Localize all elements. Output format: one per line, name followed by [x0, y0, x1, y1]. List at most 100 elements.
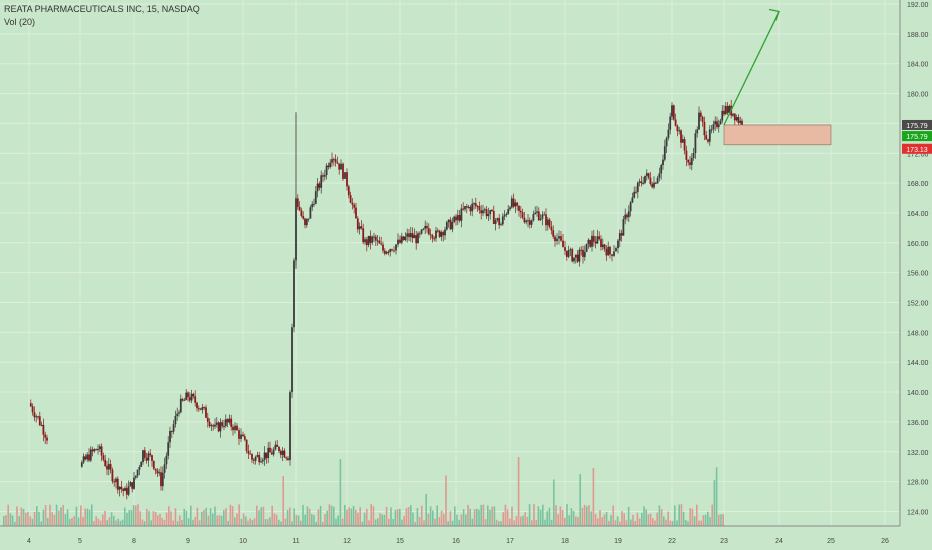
candle-body	[29, 403, 32, 407]
volume-bar	[467, 504, 469, 526]
candle-body	[519, 210, 522, 213]
volume-bar	[198, 520, 201, 526]
volume-bar	[432, 510, 434, 526]
volume-bar	[638, 518, 641, 526]
candle-body	[154, 468, 157, 471]
candle-body	[33, 412, 36, 418]
y-tick-label: 192.00	[907, 2, 929, 9]
volume-bar	[698, 520, 700, 526]
y-tick-label: 140.00	[907, 390, 929, 397]
x-tick-label: 16	[452, 538, 460, 545]
volume-bar	[658, 505, 661, 526]
volume-bar	[656, 512, 658, 526]
candle-body	[88, 454, 90, 461]
volume-bar	[531, 520, 533, 526]
candle-body	[355, 207, 357, 219]
volume-bar	[62, 504, 64, 526]
volume-bar	[418, 517, 421, 526]
candle-body	[532, 214, 535, 221]
candle-body	[724, 106, 727, 115]
volume-bar	[148, 511, 150, 526]
candle-body	[737, 117, 740, 123]
candle-body	[334, 159, 337, 163]
volume-bar	[14, 521, 16, 526]
volume-bar	[317, 509, 320, 526]
x-tick-label: 9	[186, 538, 190, 545]
x-tick-label: 17	[506, 538, 514, 545]
candle-body	[258, 455, 261, 463]
candle-body	[654, 182, 657, 184]
volume-bar	[311, 514, 313, 526]
volume-bar	[212, 513, 214, 526]
candle-body	[93, 449, 96, 452]
candle-body	[449, 219, 452, 230]
volume-bar	[319, 505, 322, 526]
volume-bar	[130, 510, 133, 526]
candle-body	[554, 236, 556, 242]
candle-body	[272, 449, 275, 455]
volume-bar	[341, 518, 344, 526]
candle-body	[431, 235, 434, 239]
volume-bar	[383, 514, 386, 526]
volume-bar	[526, 516, 529, 526]
volume-bar	[500, 521, 502, 526]
candle-body	[371, 236, 374, 243]
volume-bar	[542, 504, 544, 526]
candle-body	[622, 219, 625, 236]
volume-bar	[405, 508, 408, 526]
candle-body	[133, 477, 135, 489]
candle-body	[714, 121, 717, 125]
candle-body	[347, 186, 350, 196]
volume-bar	[669, 520, 672, 526]
volume-bar	[236, 513, 238, 526]
candle-body	[192, 393, 195, 397]
candle-body	[409, 233, 412, 238]
candle-body	[689, 162, 691, 165]
candle-body	[578, 249, 581, 262]
x-tick-label: 12	[343, 538, 351, 545]
candle-body	[487, 214, 490, 217]
volume-bar	[399, 508, 401, 526]
volume-bar	[559, 506, 562, 526]
candle-body	[592, 235, 595, 242]
candle-body	[385, 251, 388, 254]
candle-body	[163, 464, 166, 473]
candle-body	[613, 251, 615, 256]
volume-bar	[223, 509, 225, 526]
price-badge	[902, 119, 932, 130]
volume-bar	[458, 519, 460, 526]
volume-bar	[181, 519, 183, 526]
candle-body	[269, 447, 271, 453]
y-tick-label: 184.00	[907, 62, 929, 69]
candle-body	[298, 206, 301, 211]
volume-bar	[623, 513, 625, 526]
candle-body	[242, 434, 244, 437]
volume-bar	[86, 508, 89, 526]
candle-body	[113, 481, 116, 483]
volume-bar	[346, 509, 348, 526]
volume-bar	[49, 504, 51, 526]
candle-body	[285, 457, 288, 459]
candle-body	[376, 240, 379, 242]
candle-body	[402, 236, 405, 241]
volume-bar	[498, 521, 500, 526]
x-tick-label: 4	[27, 538, 31, 545]
volume-bar	[84, 508, 86, 526]
volume-bar	[315, 521, 317, 526]
candle-body	[543, 214, 546, 216]
volume-bar	[575, 516, 577, 526]
volume-bar	[394, 510, 397, 526]
volume-bar	[456, 514, 458, 526]
candle-body	[226, 419, 229, 423]
volume-bar	[137, 504, 139, 526]
volume-bar	[300, 520, 302, 526]
volume-bar	[40, 521, 42, 526]
candle-body	[129, 482, 132, 487]
volume-bar	[203, 509, 205, 526]
candle-body	[546, 219, 549, 226]
volume-bar	[159, 513, 161, 526]
volume-bar	[381, 514, 383, 526]
candle-body	[445, 222, 448, 230]
